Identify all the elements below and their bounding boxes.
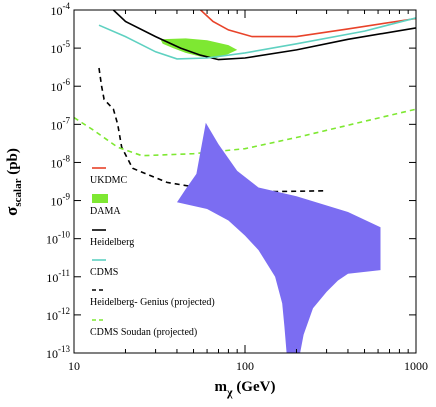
y-tick-label-6: 10-6	[51, 77, 71, 94]
y-tick-label-9: 10-9	[51, 192, 71, 209]
legend-label-dama: DAMA	[90, 206, 121, 217]
y-tick-label-10: 10-10	[46, 230, 70, 247]
y-tick-label-4: 10-4	[51, 1, 71, 18]
legend-label-heidelberg: Heidelberg	[90, 237, 134, 248]
series-model-region-area	[177, 122, 381, 353]
y-tick-label-7: 10-7	[51, 115, 71, 132]
legend-label-ukdmc: UKDMC	[90, 175, 128, 186]
series-cdms-soudan-projected-line	[74, 108, 416, 157]
y-tick-label-8: 10-8	[51, 153, 71, 170]
series-heidelberg-genius-projected-line	[98, 67, 327, 193]
y-axis-title-main: σ	[2, 206, 21, 216]
y-tick-label-5: 10-5	[51, 39, 71, 56]
y-axis-title-sub: scalar	[12, 178, 24, 206]
series-layer	[74, 10, 416, 353]
tick-layer: 10 100 1000 10-4 10-5 10-6 10-7 10-8 10-9 10-10 10…	[46, 1, 428, 373]
y-tick-label-11: 10-11	[46, 268, 70, 285]
x-axis-title: mχ (GeV)	[215, 379, 276, 399]
y-axis-title: σscalar (pb)	[2, 148, 24, 216]
legend-label-heidelberg-genius-projected: Heidelberg- Genius (projected)	[90, 297, 215, 308]
series-ukdmc-line	[200, 10, 416, 38]
series-dama-area	[160, 38, 238, 58]
legend: UKDMC DAMA Heidelberg CDMS Heidelberg- Geniu…	[90, 167, 215, 338]
y-axis-title-unit: (pb)	[5, 148, 21, 178]
y-tick-label-12: 10-12	[46, 306, 70, 323]
y-tick-label-13: 10-13	[46, 344, 70, 361]
x-tick-label-10: 10	[68, 359, 80, 373]
legend-label-cdms: CDMS	[90, 267, 118, 278]
legend-label-cdms-soudan-projected: CDMS Soudan (projected)	[90, 327, 197, 338]
x-axis-title-main: m	[215, 379, 228, 395]
legend-swatch-dama	[92, 194, 108, 203]
x-axis-title-sub: χ	[226, 385, 233, 399]
series-cdms-line	[98, 17, 416, 60]
x-tick-label-1000: 1000	[404, 359, 428, 373]
x-axis-title-unit: (GeV)	[233, 379, 276, 395]
x-tick-label-100: 100	[236, 359, 254, 373]
